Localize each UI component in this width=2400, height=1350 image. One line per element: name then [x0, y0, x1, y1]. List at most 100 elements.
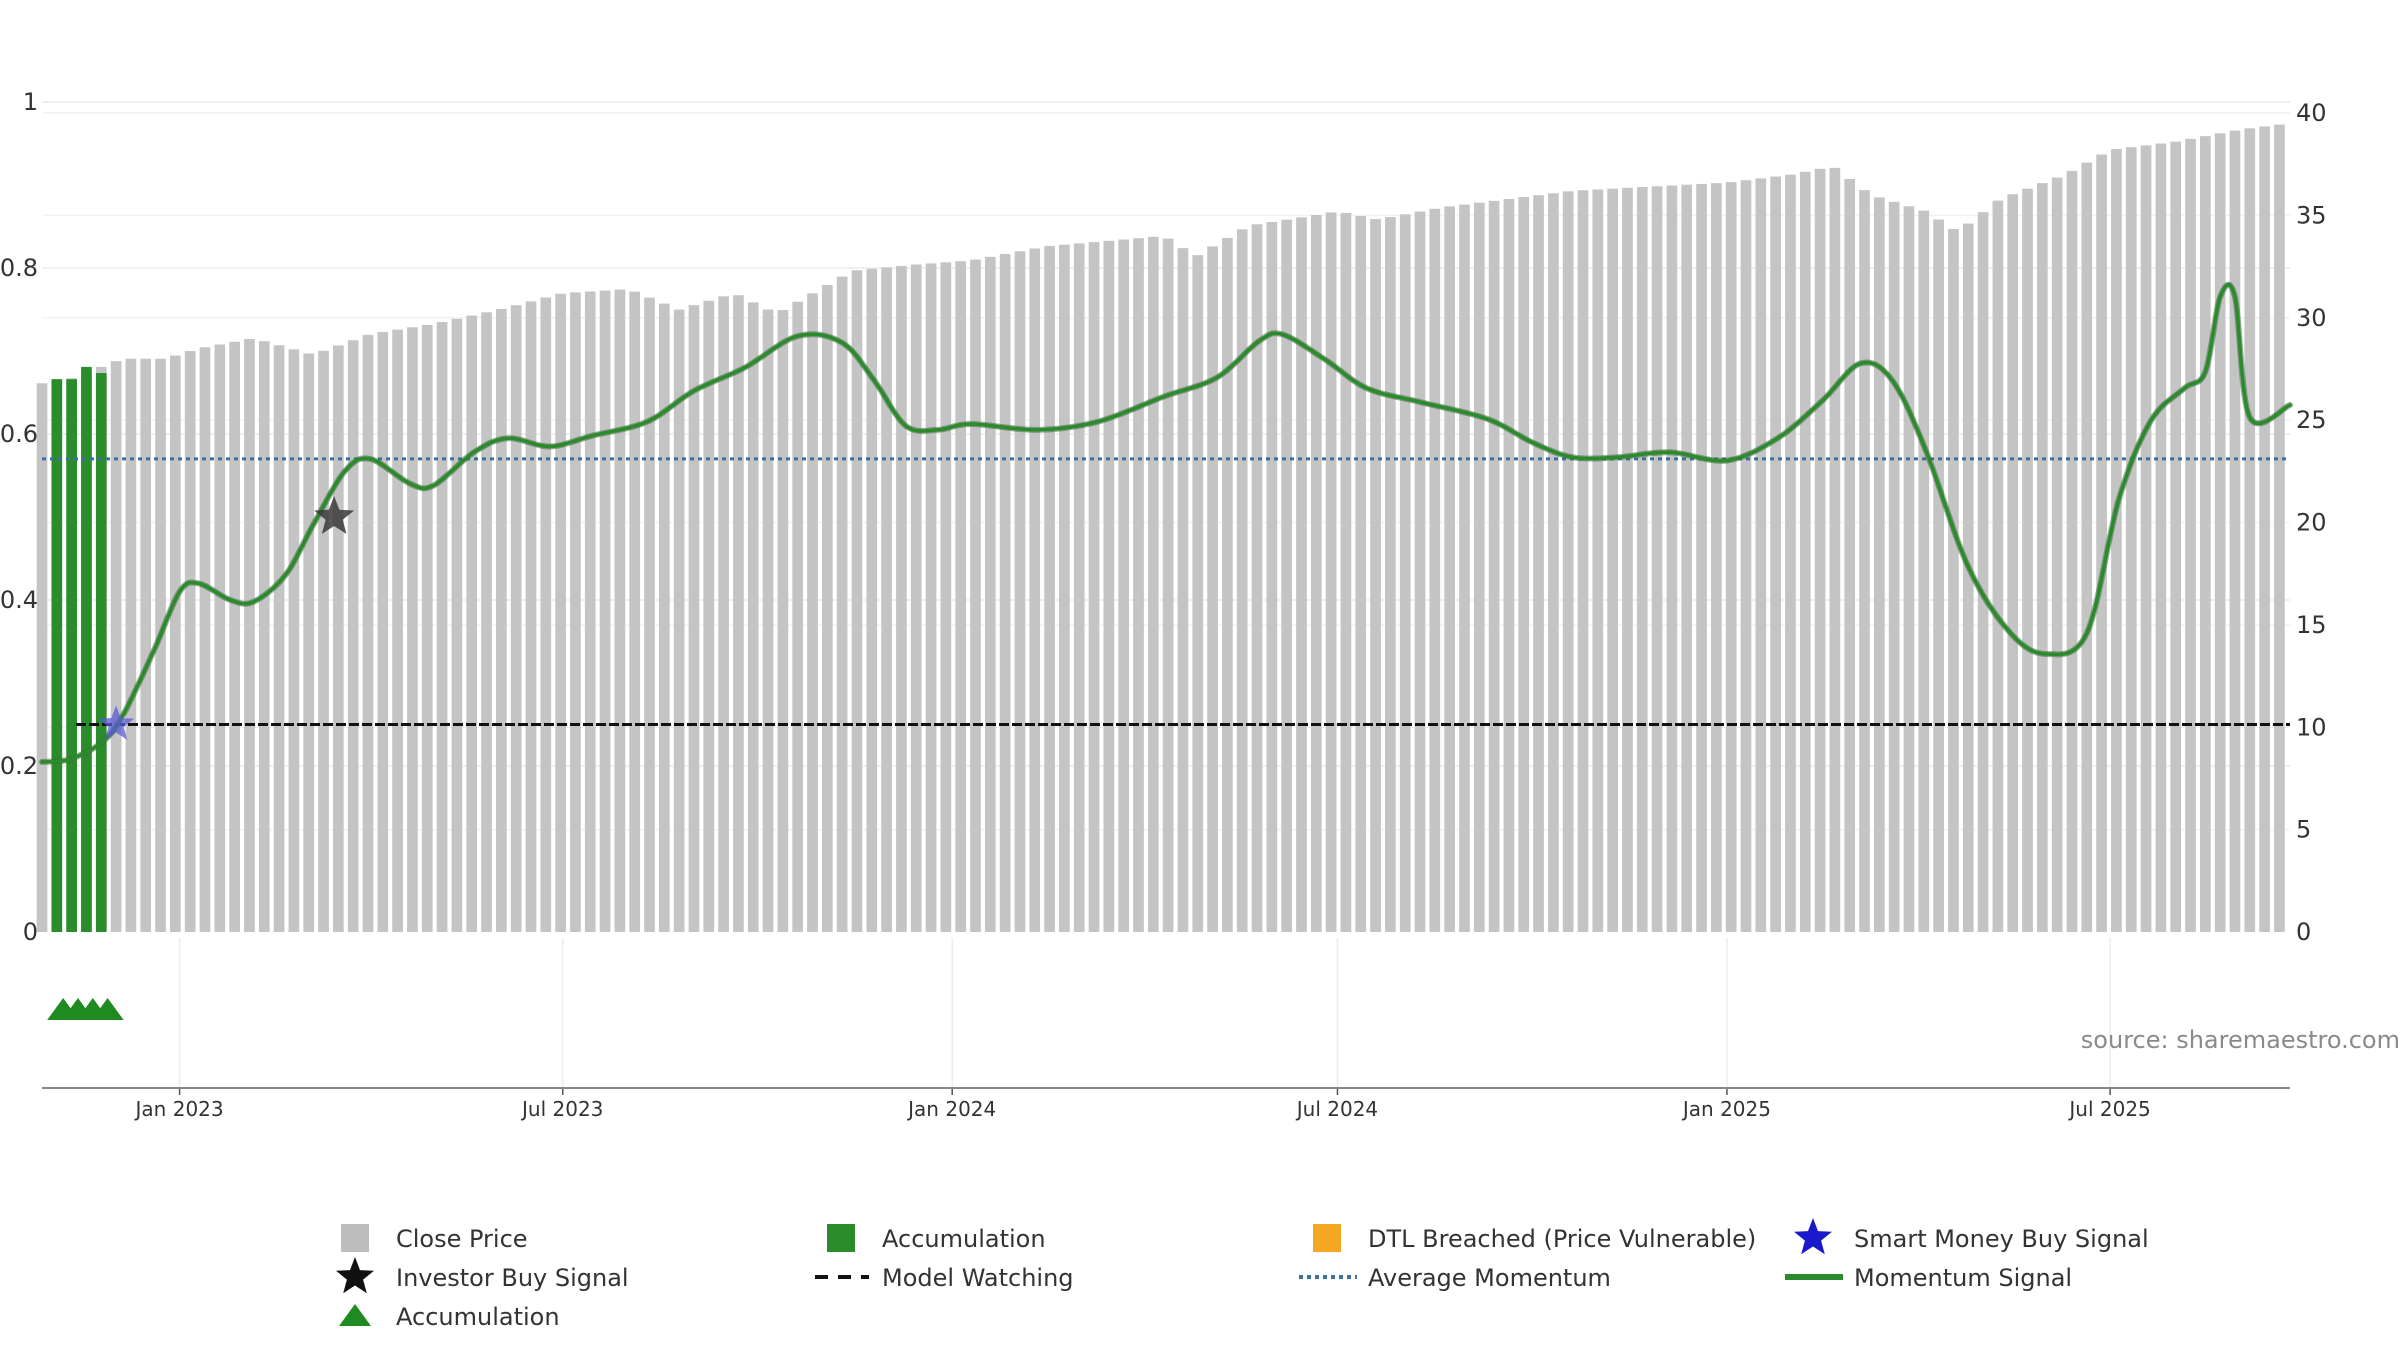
price-bar — [1310, 215, 1322, 932]
price-bar — [155, 358, 166, 932]
price-bar — [1696, 183, 1707, 932]
price-bar — [1429, 208, 1441, 933]
price-bar — [466, 315, 478, 932]
price-bar — [421, 324, 433, 932]
price-bar — [1488, 200, 1500, 932]
price-bar — [36, 383, 48, 932]
price-bar — [940, 262, 952, 932]
price-bar — [2199, 136, 2211, 932]
price-bar — [451, 318, 463, 932]
price-bar — [1651, 186, 1663, 932]
price-bar — [1444, 206, 1455, 932]
price-bar — [1222, 237, 1233, 932]
price-bar — [496, 309, 507, 932]
source-label: source: sharemaestro.com — [2081, 1026, 2400, 1054]
price-bar — [1918, 210, 1930, 932]
right-axis-tick: 15 — [2296, 611, 2327, 639]
price-bar — [1236, 229, 1248, 933]
price-bar — [184, 351, 196, 933]
price-bar — [925, 263, 937, 933]
legend-symbol-square — [827, 1224, 855, 1252]
price-bar — [555, 293, 566, 932]
right-axis-tick: 0 — [2296, 918, 2311, 946]
price-bar — [303, 353, 315, 932]
price-bar — [1503, 198, 1515, 932]
legend-label: DTL Breached (Price Vulnerable) — [1368, 1225, 1756, 1253]
price-bar — [955, 261, 967, 932]
price-bar — [2066, 170, 2078, 933]
investor-buy-signal-star — [314, 496, 355, 534]
price-bar — [214, 344, 226, 932]
price-bar — [1933, 219, 1944, 933]
price-bar — [140, 358, 152, 932]
price-bar — [747, 302, 759, 932]
price-bar — [1681, 184, 1693, 932]
price-bar — [333, 345, 344, 932]
price-bar — [362, 334, 374, 933]
price-bar — [244, 339, 255, 932]
price-bar — [1029, 248, 1041, 932]
price-bar — [1711, 183, 1722, 932]
x-axis-tick: Jan 2024 — [906, 1097, 996, 1121]
price-bar — [347, 340, 359, 932]
price-bar — [1281, 219, 1292, 932]
price-bar — [1844, 178, 1856, 933]
price-bar — [762, 309, 774, 932]
x-axis-tick: Jan 2025 — [1681, 1097, 1771, 1121]
legend-label: Momentum Signal — [1854, 1264, 2072, 1292]
signal-markers — [98, 496, 355, 740]
price-bar — [718, 296, 729, 933]
price-bar — [1636, 187, 1648, 932]
price-bar — [1399, 214, 1411, 932]
price-bar — [1133, 238, 1144, 932]
smart-money-buy-signal-star — [98, 705, 135, 740]
price-bar — [2259, 126, 2270, 933]
price-bar — [792, 301, 804, 932]
price-bar — [984, 256, 996, 932]
price-bar — [970, 259, 981, 932]
price-bar — [1725, 182, 1737, 932]
price-bar — [1473, 202, 1485, 932]
price-bar — [436, 322, 448, 932]
legend-label: Investor Buy Signal — [396, 1264, 629, 1292]
right-axis-tick: 5 — [2296, 816, 2311, 844]
price-bar — [1177, 248, 1189, 932]
price-bar — [1903, 206, 1915, 933]
legend-label: Close Price — [396, 1225, 528, 1253]
legend-label: Smart Money Buy Signal — [1854, 1225, 2149, 1253]
price-bar — [2081, 162, 2093, 933]
accumulation-triangle — [91, 998, 124, 1020]
momentum-signal-line — [40, 283, 2292, 764]
price-bar — [1592, 189, 1604, 932]
price-bar — [658, 303, 670, 932]
price-bar — [1607, 188, 1618, 933]
x-axis-tick: Jul 2024 — [1295, 1097, 1378, 1121]
price-bar — [673, 309, 685, 932]
price-bar — [866, 268, 878, 932]
price-bar — [1385, 217, 1396, 932]
accumulation-bar — [81, 366, 92, 932]
price-bar — [1799, 171, 1811, 932]
price-bar — [125, 358, 137, 932]
accumulation-bar — [51, 379, 63, 932]
price-bar — [1859, 190, 1870, 932]
legend-label: Accumulation — [882, 1225, 1046, 1253]
price-bar — [2155, 143, 2167, 933]
price-bar — [1888, 201, 1900, 932]
price-bar — [170, 355, 181, 932]
price-bar — [570, 292, 581, 932]
price-bar — [1829, 167, 1841, 932]
price-bars — [36, 124, 2285, 933]
price-bar — [288, 349, 300, 933]
price-bar — [910, 264, 922, 932]
legend-label: Accumulation — [396, 1303, 560, 1331]
price-bar — [1548, 193, 1559, 933]
price-bar — [1459, 204, 1470, 932]
price-bar — [1014, 251, 1026, 932]
right-axis-tick: 40 — [2296, 99, 2327, 127]
price-bar — [881, 267, 892, 933]
left-axis-tick: 0.2 — [0, 752, 38, 780]
price-bar — [2185, 138, 2196, 932]
